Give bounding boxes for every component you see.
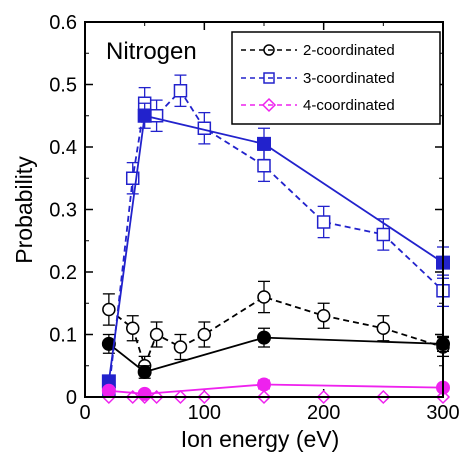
data-point	[149, 327, 164, 342]
series-4	[101, 102, 450, 389]
y-axis-label: Probability	[11, 156, 37, 264]
x-tick-label: 300	[426, 402, 459, 424]
legend-label-4: 4-coordinated	[303, 97, 395, 114]
x-tick-label: 100	[188, 402, 221, 424]
y-tick-label: 0.2	[49, 262, 77, 284]
data-point	[316, 309, 331, 323]
x-axis-label: Ion energy (eV)	[181, 426, 340, 452]
data-point	[137, 386, 152, 401]
legend-entry-4-coordinated: 4-coordinated	[241, 97, 395, 114]
legend: 2-coordinated 3-coordinated 4-coordinate…	[231, 31, 441, 125]
y-tick-label: 0.5	[49, 75, 77, 97]
legend-entry-3-coordinated: 3-coordinated	[241, 70, 395, 87]
data-point	[102, 302, 116, 317]
plot-frame	[84, 21, 444, 398]
data-point	[376, 321, 391, 335]
y-tick-label: 0.6	[49, 12, 77, 34]
legend-entry-2-coordinated: 2-coordinated	[241, 42, 395, 59]
series-line	[108, 336, 444, 373]
y-tick-label: 0	[66, 387, 77, 409]
y-tick-label: 0.1	[49, 325, 77, 347]
data-point	[101, 383, 116, 398]
data-point	[197, 327, 212, 342]
legend-label-2: 2-coordinated	[303, 42, 395, 59]
data-point	[137, 108, 152, 123]
series-line	[108, 383, 444, 395]
data-point	[125, 321, 140, 335]
data-point	[101, 336, 116, 351]
series-line	[107, 89, 444, 391]
data-point	[316, 215, 331, 229]
data-point	[257, 136, 271, 151]
data-point	[137, 365, 152, 379]
y-tick-label: 0.3	[49, 200, 77, 222]
x-tick-label: 200	[307, 402, 340, 424]
series-2-coordinated	[102, 280, 450, 376]
data-point	[257, 377, 271, 392]
data-point	[173, 84, 188, 98]
chart-title: Nitrogen	[106, 38, 197, 65]
series-line	[107, 114, 444, 382]
series-line	[108, 296, 444, 369]
data-point	[376, 227, 391, 242]
legend-label-3: 3-coordinated	[303, 70, 395, 87]
data-point	[257, 330, 271, 345]
data-point	[257, 290, 271, 304]
data-point	[257, 159, 271, 173]
x-tick-label: 0	[79, 402, 90, 424]
chart-ticks: 0 100 200 300 0 0.1 0.2 0.3 0.4 0.5 0.6	[49, 12, 459, 424]
data-point	[173, 340, 188, 354]
y-tick-label: 0.4	[49, 137, 77, 159]
